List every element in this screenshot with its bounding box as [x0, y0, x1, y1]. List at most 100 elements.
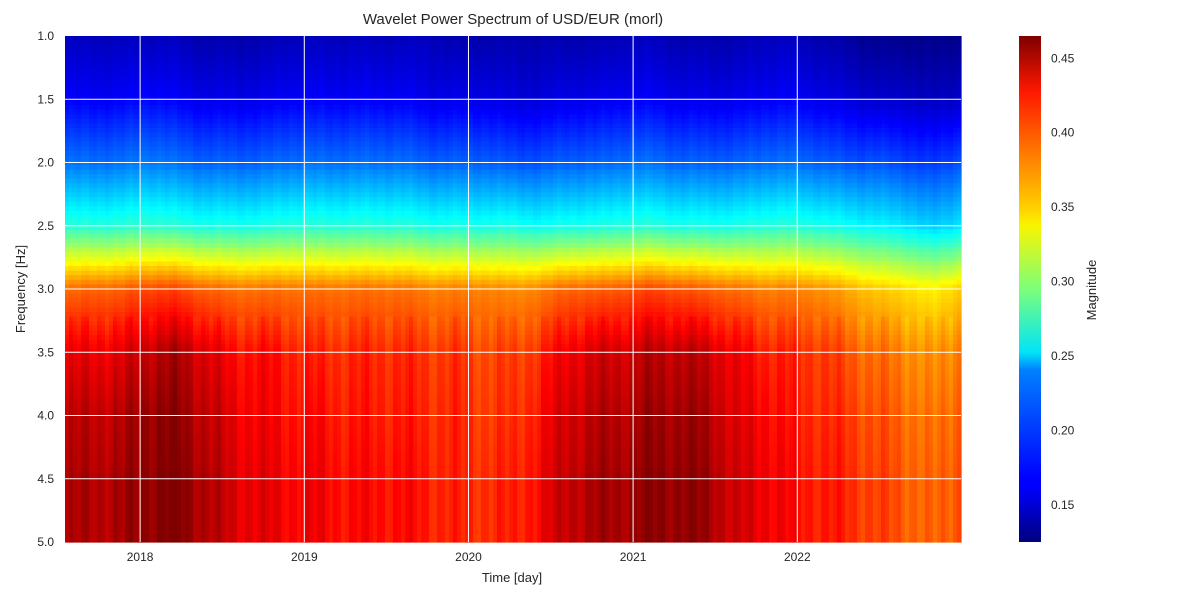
- heatmap-cell: [193, 229, 198, 235]
- heatmap-cell: [89, 514, 94, 520]
- heatmap-cell: [197, 123, 202, 129]
- heatmap-cell: [109, 45, 114, 51]
- heatmap-cell: [69, 417, 74, 423]
- heatmap-cell: [209, 371, 214, 377]
- heatmap-cell: [69, 381, 74, 387]
- heatmap-cell: [117, 174, 122, 180]
- heatmap-cell: [157, 289, 162, 295]
- heatmap-cell: [245, 40, 250, 46]
- heatmap-cell: [149, 339, 154, 345]
- heatmap-cell: [149, 82, 154, 88]
- heatmap-cell: [205, 463, 210, 469]
- heatmap-cell: [141, 505, 146, 511]
- heatmap-cell: [113, 141, 118, 147]
- heatmap-cell: [133, 468, 138, 474]
- heatmap-cell: [193, 91, 198, 97]
- heatmap-cell: [197, 128, 202, 134]
- heatmap-cell: [217, 321, 222, 327]
- heatmap-cell: [121, 270, 126, 276]
- heatmap-cell: [165, 141, 170, 147]
- heatmap-cell: [241, 266, 246, 272]
- heatmap-cell: [113, 316, 118, 322]
- heatmap-cell: [101, 201, 106, 207]
- heatmap-cell: [101, 339, 106, 345]
- heatmap-cell: [221, 325, 226, 331]
- heatmap-cell: [165, 54, 170, 60]
- heatmap-cell: [105, 238, 110, 244]
- heatmap-cell: [153, 229, 158, 235]
- heatmap-cell: [165, 229, 170, 235]
- heatmap-cell: [153, 100, 158, 106]
- heatmap-cell: [181, 183, 186, 189]
- heatmap-cell: [189, 500, 194, 506]
- heatmap-cell: [129, 169, 134, 175]
- heatmap-cell: [141, 40, 146, 46]
- heatmap-cell: [209, 385, 214, 391]
- heatmap-cell: [185, 523, 190, 529]
- heatmap-cell: [133, 454, 138, 460]
- heatmap-cell: [101, 36, 106, 42]
- heatmap-cell: [181, 155, 186, 161]
- heatmap-cell: [173, 491, 178, 497]
- heatmap-cell: [165, 40, 170, 46]
- heatmap-cell: [85, 164, 90, 170]
- heatmap-cell: [225, 275, 230, 281]
- heatmap-cell: [121, 381, 126, 387]
- heatmap-cell: [101, 523, 106, 529]
- heatmap-cell: [165, 302, 170, 308]
- heatmap-cell: [73, 376, 78, 382]
- heatmap-cell: [201, 298, 206, 304]
- heatmap-cell: [173, 128, 178, 134]
- heatmap-cell: [233, 496, 238, 502]
- heatmap-cell: [177, 261, 182, 267]
- heatmap-cell: [185, 537, 190, 543]
- heatmap-cell: [217, 399, 222, 405]
- heatmap-cell: [73, 417, 78, 423]
- heatmap-cell: [189, 537, 194, 543]
- heatmap-cell: [85, 233, 90, 239]
- heatmap-cell: [185, 381, 190, 387]
- heatmap-cell: [173, 445, 178, 451]
- heatmap-cell: [189, 408, 194, 414]
- heatmap-cell: [241, 528, 246, 534]
- heatmap-cell: [145, 463, 150, 469]
- heatmap-cell: [125, 49, 130, 55]
- heatmap-cell: [177, 247, 182, 253]
- heatmap-cell: [185, 371, 190, 377]
- heatmap-cell: [241, 496, 246, 502]
- heatmap-cell: [65, 95, 70, 101]
- heatmap-cell: [125, 537, 130, 543]
- heatmap-cell: [85, 302, 90, 308]
- heatmap-cell: [65, 45, 70, 51]
- heatmap-cell: [209, 59, 214, 65]
- heatmap-cell: [173, 100, 178, 106]
- heatmap-cell: [177, 371, 182, 377]
- heatmap-cell: [113, 77, 118, 83]
- heatmap-cell: [161, 325, 166, 331]
- heatmap-cell: [105, 49, 110, 55]
- heatmap-cell: [201, 155, 206, 161]
- heatmap-cell: [225, 335, 230, 341]
- heatmap-cell: [237, 514, 242, 520]
- heatmap-cell: [217, 454, 222, 460]
- heatmap-cell: [85, 436, 90, 442]
- heatmap-cell: [197, 72, 202, 78]
- heatmap-cell: [245, 68, 250, 74]
- heatmap-cell: [217, 289, 222, 295]
- heatmap-cell: [85, 132, 90, 138]
- heatmap-cell: [89, 45, 94, 51]
- heatmap-cell: [89, 243, 94, 249]
- heatmap-cell: [185, 312, 190, 318]
- heatmap-cell: [113, 68, 118, 74]
- heatmap-cell: [121, 348, 126, 354]
- heatmap-cell: [89, 82, 94, 88]
- heatmap-cell: [77, 77, 82, 83]
- heatmap-cell: [93, 302, 98, 308]
- heatmap-cell: [93, 183, 98, 189]
- heatmap-cell: [225, 500, 230, 506]
- heatmap-cell: [97, 307, 102, 313]
- heatmap-cell: [181, 233, 186, 239]
- heatmap-cell: [81, 224, 86, 230]
- heatmap-cell: [233, 91, 238, 97]
- heatmap-cell: [77, 381, 82, 387]
